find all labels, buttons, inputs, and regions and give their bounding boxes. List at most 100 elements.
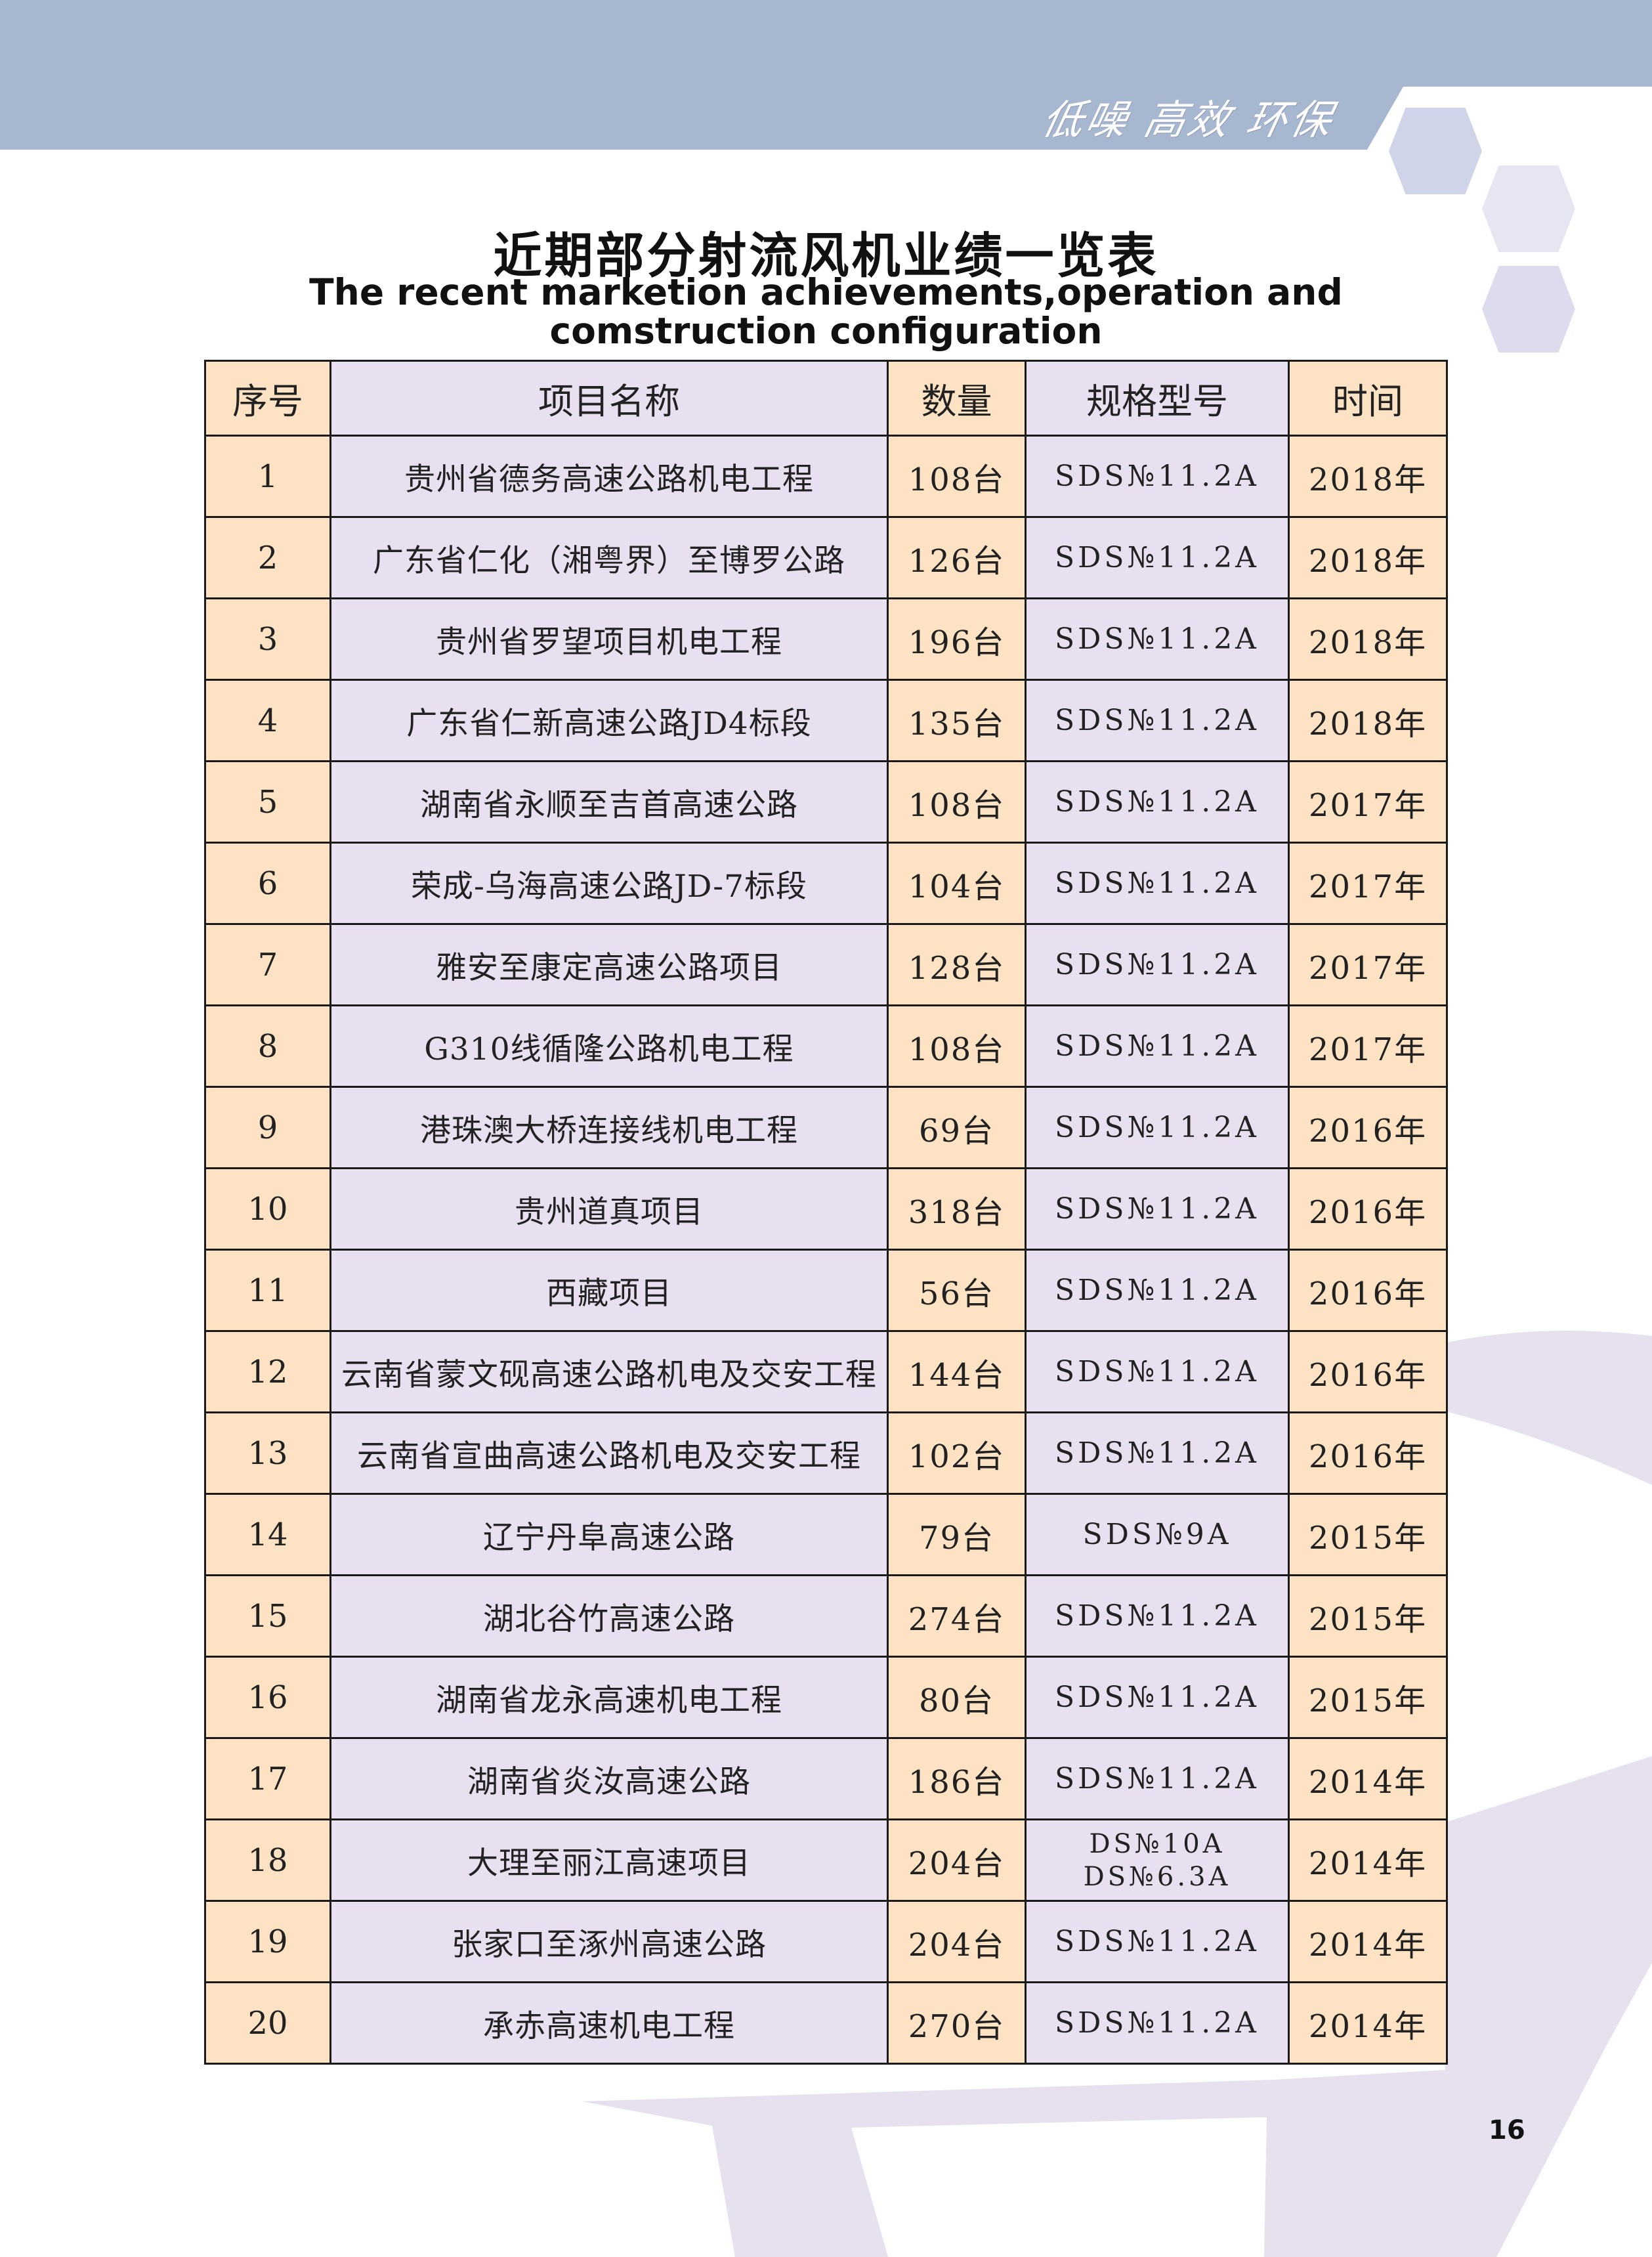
cell-qty: 204台	[887, 1900, 1027, 1983]
cell-name: 湖北谷竹高速公路	[329, 1574, 889, 1658]
cell-spec: SDS№11.2A	[1025, 1086, 1290, 1169]
table-row: 19 张家口至涿州高速公路 204台 SDS№11.2A 2014年	[204, 1900, 1448, 1983]
cell-name: 云南省蒙文砚高速公路机电及交安工程	[329, 1330, 889, 1413]
cell-qty: 79台	[887, 1493, 1027, 1576]
cell-qty: 108台	[887, 435, 1027, 518]
table-header-row: 序号 项目名称 数量 规格型号 时间	[204, 360, 1448, 437]
table-row: 6 荣成-乌海高速公路JD-7标段 104台 SDS№11.2A 2017年	[204, 842, 1448, 925]
cell-qty: 196台	[887, 597, 1027, 681]
cell-name: 广东省仁化（湘粤界）至博罗公路	[329, 516, 889, 599]
cell-no: 7	[204, 923, 331, 1006]
hexagon-decoration	[1482, 266, 1575, 353]
cell-name: 贵州省罗望项目机电工程	[329, 597, 889, 681]
cell-year: 2016年	[1288, 1411, 1448, 1495]
cell-no: 6	[204, 842, 331, 925]
cell-qty: 274台	[887, 1574, 1027, 1658]
table-row: 11 西藏项目 56台 SDS№11.2A 2016年	[204, 1249, 1448, 1332]
cell-no: 11	[204, 1249, 331, 1332]
cell-qty: 144台	[887, 1330, 1027, 1413]
cell-qty: 104台	[887, 842, 1027, 925]
cell-name: 辽宁丹阜高速公路	[329, 1493, 889, 1576]
cell-no: 8	[204, 1004, 331, 1088]
cell-no: 4	[204, 679, 331, 762]
cell-no: 5	[204, 760, 331, 844]
cell-spec: SDS№11.2A	[1025, 842, 1290, 925]
cell-name: 贵州省德务高速公路机电工程	[329, 435, 889, 518]
cell-spec: SDS№11.2A	[1025, 1411, 1290, 1495]
cell-spec: SDS№9A	[1025, 1493, 1290, 1576]
cell-no: 16	[204, 1656, 331, 1739]
cell-year: 2018年	[1288, 435, 1448, 518]
column-header-year: 时间	[1288, 360, 1448, 437]
cell-no: 3	[204, 597, 331, 681]
page-number: 16	[1489, 2115, 1525, 2145]
cell-qty: 108台	[887, 1004, 1027, 1088]
cell-spec: SDS№11.2A	[1025, 1004, 1290, 1088]
page-subtitle-line1: The recent marketion achievements,operat…	[309, 271, 1343, 313]
cell-qty: 135台	[887, 679, 1027, 762]
cell-qty: 126台	[887, 516, 1027, 599]
cell-year: 2014年	[1288, 1818, 1448, 1902]
cell-spec: SDS№11.2A	[1025, 923, 1290, 1006]
cell-no: 20	[204, 1981, 331, 2065]
cell-no: 1	[204, 435, 331, 518]
cell-no: 17	[204, 1737, 331, 1820]
cell-spec: SDS№11.2A	[1025, 1330, 1290, 1413]
cell-name: 贵州道真项目	[329, 1167, 889, 1251]
cell-name: 大理至丽江高速项目	[329, 1818, 889, 1902]
cell-spec: SDS№11.2A	[1025, 597, 1290, 681]
cell-year: 2017年	[1288, 760, 1448, 844]
cell-spec: SDS№11.2A	[1025, 1167, 1290, 1251]
cell-qty: 69台	[887, 1086, 1027, 1169]
cell-no: 15	[204, 1574, 331, 1658]
cell-name: 雅安至康定高速公路项目	[329, 923, 889, 1006]
cell-spec: SDS№11.2A	[1025, 435, 1290, 518]
cell-qty: 108台	[887, 760, 1027, 844]
column-header-spec: 规格型号	[1025, 360, 1290, 437]
cell-spec: SDS№11.2A	[1025, 1574, 1290, 1658]
column-header-no: 序号	[204, 360, 331, 437]
cell-name: 云南省宣曲高速公路机电及交安工程	[329, 1411, 889, 1495]
hexagon-decoration	[1482, 165, 1575, 252]
table-row: 20 承赤高速机电工程 270台 SDS№11.2A 2014年	[204, 1981, 1448, 2065]
cell-name: 西藏项目	[329, 1249, 889, 1332]
cell-no: 14	[204, 1493, 331, 1576]
cell-name: 承赤高速机电工程	[329, 1981, 889, 2065]
table-row: 9 港珠澳大桥连接线机电工程 69台 SDS№11.2A 2016年	[204, 1086, 1448, 1169]
hexagon-decoration	[1389, 108, 1482, 194]
cell-year: 2018年	[1288, 679, 1448, 762]
table-row: 7 雅安至康定高速公路项目 128台 SDS№11.2A 2017年	[204, 923, 1448, 1006]
cell-spec: SDS№11.2A	[1025, 760, 1290, 844]
cell-name: 湖南省龙永高速机电工程	[329, 1656, 889, 1739]
cell-name: 湖南省永顺至吉首高速公路	[329, 760, 889, 844]
cell-year: 2014年	[1288, 1737, 1448, 1820]
cell-year: 2018年	[1288, 516, 1448, 599]
cell-spec: DS№10A DS№6.3A	[1025, 1818, 1290, 1902]
cell-no: 12	[204, 1330, 331, 1413]
cell-year: 2014年	[1288, 1900, 1448, 1983]
page-title: 近期部分射流风机业绩一览表	[493, 228, 1159, 284]
cell-year: 2017年	[1288, 842, 1448, 925]
table-row: 5 湖南省永顺至吉首高速公路 108台 SDS№11.2A 2017年	[204, 760, 1448, 844]
cell-no: 13	[204, 1411, 331, 1495]
cell-name: 广东省仁新高速公路JD4标段	[329, 679, 889, 762]
cell-spec: SDS№11.2A	[1025, 1900, 1290, 1983]
cell-name: 港珠澳大桥连接线机电工程	[329, 1086, 889, 1169]
table-row: 16 湖南省龙永高速机电工程 80台 SDS№11.2A 2015年	[204, 1656, 1448, 1739]
cell-name: 湖南省炎汝高速公路	[329, 1737, 889, 1820]
background-swoosh-upper	[1446, 1331, 1652, 1485]
cell-qty: 186台	[887, 1737, 1027, 1820]
table-row: 3 贵州省罗望项目机电工程 196台 SDS№11.2A 2018年	[204, 597, 1448, 681]
table-row: 14 辽宁丹阜高速公路 79台 SDS№9A 2015年	[204, 1493, 1448, 1576]
cell-spec: SDS№11.2A	[1025, 516, 1290, 599]
cell-qty: 80台	[887, 1656, 1027, 1739]
cell-no: 19	[204, 1900, 331, 1983]
table-row: 18 大理至丽江高速项目 204台 DS№10A DS№6.3A 2014年	[204, 1818, 1448, 1902]
cell-no: 9	[204, 1086, 331, 1169]
background-swoosh-lower	[582, 1756, 1652, 2257]
cell-qty: 128台	[887, 923, 1027, 1006]
cell-name: 荣成-乌海高速公路JD-7标段	[329, 842, 889, 925]
cell-qty: 204台	[887, 1818, 1027, 1902]
table-row: 13 云南省宣曲高速公路机电及交安工程 102台 SDS№11.2A 2016年	[204, 1411, 1448, 1495]
